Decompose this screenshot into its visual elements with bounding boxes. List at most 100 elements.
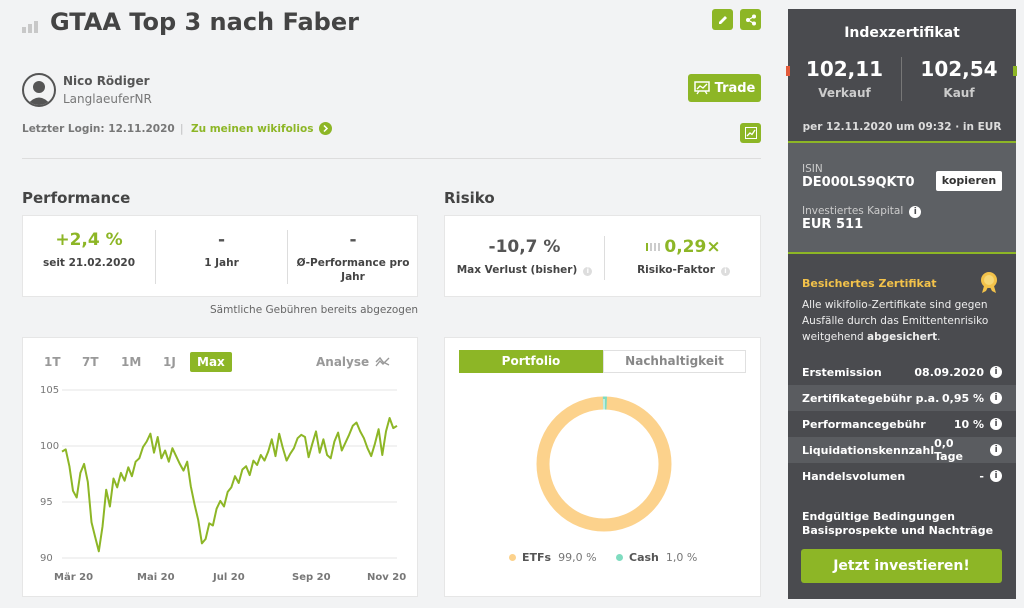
row-key: Erstemission: [802, 365, 882, 379]
isin-value[interactable]: DE000LS9QKT0: [802, 175, 915, 190]
row-performancegebuehr: Performancegebühr 10 % i: [788, 411, 1016, 437]
legend-cash-name: Cash: [629, 551, 659, 564]
row-value: -: [979, 469, 984, 483]
risk-factor-label: Risiko-Faktor i: [605, 263, 762, 277]
y-tick-label: 95: [40, 497, 53, 508]
risk-bars-icon: [646, 243, 661, 251]
perf-1-year: - 1 Jahr: [156, 216, 287, 298]
fees-note: Sämtliche Gebühren bereits abgezogen: [210, 304, 419, 316]
etf-slice: [536, 396, 672, 532]
y-tick-label: 90: [40, 553, 53, 564]
cell-divider: [155, 230, 156, 284]
perf-1y-value: -: [217, 230, 226, 250]
row-key: Liquidationskennzahl: [802, 443, 935, 457]
range-7t[interactable]: 7T: [82, 355, 99, 369]
perf-avg-label: Ø-Performance pro Jahr: [296, 257, 410, 283]
info-icon[interactable]: i: [909, 206, 922, 218]
range-1j[interactable]: 1J: [163, 355, 176, 369]
range-max[interactable]: Max: [190, 352, 232, 372]
invest-button[interactable]: Jetzt investieren!: [801, 549, 1002, 583]
info-icon[interactable]: i: [990, 392, 1002, 404]
invested-value: EUR 511: [802, 217, 864, 232]
range-1t[interactable]: 1T: [44, 355, 61, 369]
user-handle: LanglaeuferNR: [63, 92, 152, 106]
cell-divider: [604, 236, 605, 280]
cash-slice: [536, 396, 672, 532]
price-divider: [901, 57, 902, 101]
x-tick-label: Mai 20: [137, 572, 175, 583]
perf-since-label: seit 21.02.2020: [42, 257, 136, 269]
x-tick-label: Mär 20: [54, 572, 93, 583]
title-icon: [22, 18, 40, 33]
info-icon[interactable]: i: [990, 418, 1002, 430]
copy-isin-button[interactable]: kopieren: [936, 171, 1002, 191]
certificate-sidebar: Indexzertifikat 102,11 Verkauf 102,54 Ka…: [788, 9, 1016, 599]
chart-card: [22, 337, 418, 597]
user-icon: [27, 81, 51, 105]
sidebar-title: Indexzertifikat: [844, 25, 960, 41]
buy-label: Kauf: [943, 86, 975, 100]
trend-icon: [744, 127, 757, 139]
tab-portfolio[interactable]: Portfolio: [459, 350, 603, 373]
separator-line: [22, 158, 761, 159]
legend-dot-cash: [616, 554, 623, 561]
max-loss-value: -10,7 %: [488, 237, 561, 257]
my-wikifolios-link[interactable]: Zu meinen wikifolios: [191, 122, 333, 135]
info-icon[interactable]: i: [720, 267, 730, 276]
max-loss-label: Max Verlust (bisher) i: [445, 263, 604, 277]
legend-cash: Cash 1,0 %: [616, 551, 697, 564]
analyse-button[interactable]: Analyse: [316, 355, 391, 369]
sell-label: Verkauf: [818, 86, 871, 100]
allocation-donut: [536, 396, 672, 532]
share-icon: [745, 14, 756, 25]
portfolio-card: [444, 337, 761, 597]
sell-price: 102,11: [805, 57, 884, 81]
risk-card: -10,7 % Max Verlust (bisher) i 0,29× Risi…: [444, 215, 761, 297]
info-icon[interactable]: i: [990, 444, 1002, 456]
series-line: [61, 417, 398, 553]
edit-button[interactable]: [712, 9, 733, 30]
buy-price: 102,54: [920, 57, 998, 81]
tab-nachhaltigkeit[interactable]: Nachhaltigkeit: [603, 350, 746, 373]
trade-button[interactable]: Trade: [688, 74, 761, 102]
isin-section: [788, 141, 1016, 254]
sell-marker: [786, 66, 790, 76]
perf-since-value: +2,4 %: [55, 230, 123, 250]
row-key: Zertifikategebühr p.a.: [802, 391, 940, 405]
analyse-label: Analyse: [316, 355, 370, 369]
arrow-right-icon: [319, 122, 333, 135]
final-terms-link[interactable]: Endgültige Bedingungen: [802, 510, 955, 523]
max-loss-cell: -10,7 % Max Verlust (bisher) i: [445, 216, 604, 277]
prospectus-link[interactable]: Basisprospekte und Nachträge: [802, 524, 994, 537]
user-name[interactable]: Nico Rödiger: [63, 74, 150, 88]
legend-dot-etf: [509, 554, 516, 561]
y-tick-label: 100: [40, 441, 59, 452]
share-button[interactable]: [740, 9, 761, 30]
max-loss-label-text: Max Verlust (bisher): [456, 264, 578, 276]
avatar[interactable]: [22, 73, 56, 107]
performance-heading: Performance: [22, 189, 131, 207]
chart-export-button[interactable]: [740, 123, 761, 143]
info-icon[interactable]: i: [583, 267, 593, 276]
x-tick-label: Nov 20: [367, 572, 406, 583]
info-icon[interactable]: i: [990, 366, 1002, 378]
risk-heading: Risiko: [444, 189, 495, 207]
row-key: Handelsvolumen: [802, 469, 906, 483]
last-login: Letzter Login: 12.11.2020: [22, 123, 175, 135]
legend-etfs: ETFs 99,0 %: [509, 551, 597, 564]
info-icon[interactable]: i: [990, 470, 1002, 482]
risk-factor-cell: 0,29× Risiko-Faktor i: [605, 216, 762, 277]
isin-label: ISIN: [802, 163, 823, 175]
my-wikifolios-label: Zu meinen wikifolios: [191, 122, 314, 135]
x-tick-label: Sep 20: [292, 572, 331, 583]
range-1m[interactable]: 1M: [121, 355, 142, 369]
row-erstemission: Erstemission 08.09.2020 i: [788, 359, 1016, 385]
risk-factor-value: 0,29×: [605, 237, 762, 257]
row-value: 10 %: [953, 417, 984, 431]
perf-avg: - Ø-Performance pro Jahr: [288, 216, 418, 298]
buy-marker: [1013, 66, 1017, 76]
secured-title: Besichertes Zertifikat: [802, 277, 937, 290]
pencil-icon: [718, 15, 727, 24]
perf-since-start: +2,4 % seit 21.02.2020: [23, 216, 155, 298]
